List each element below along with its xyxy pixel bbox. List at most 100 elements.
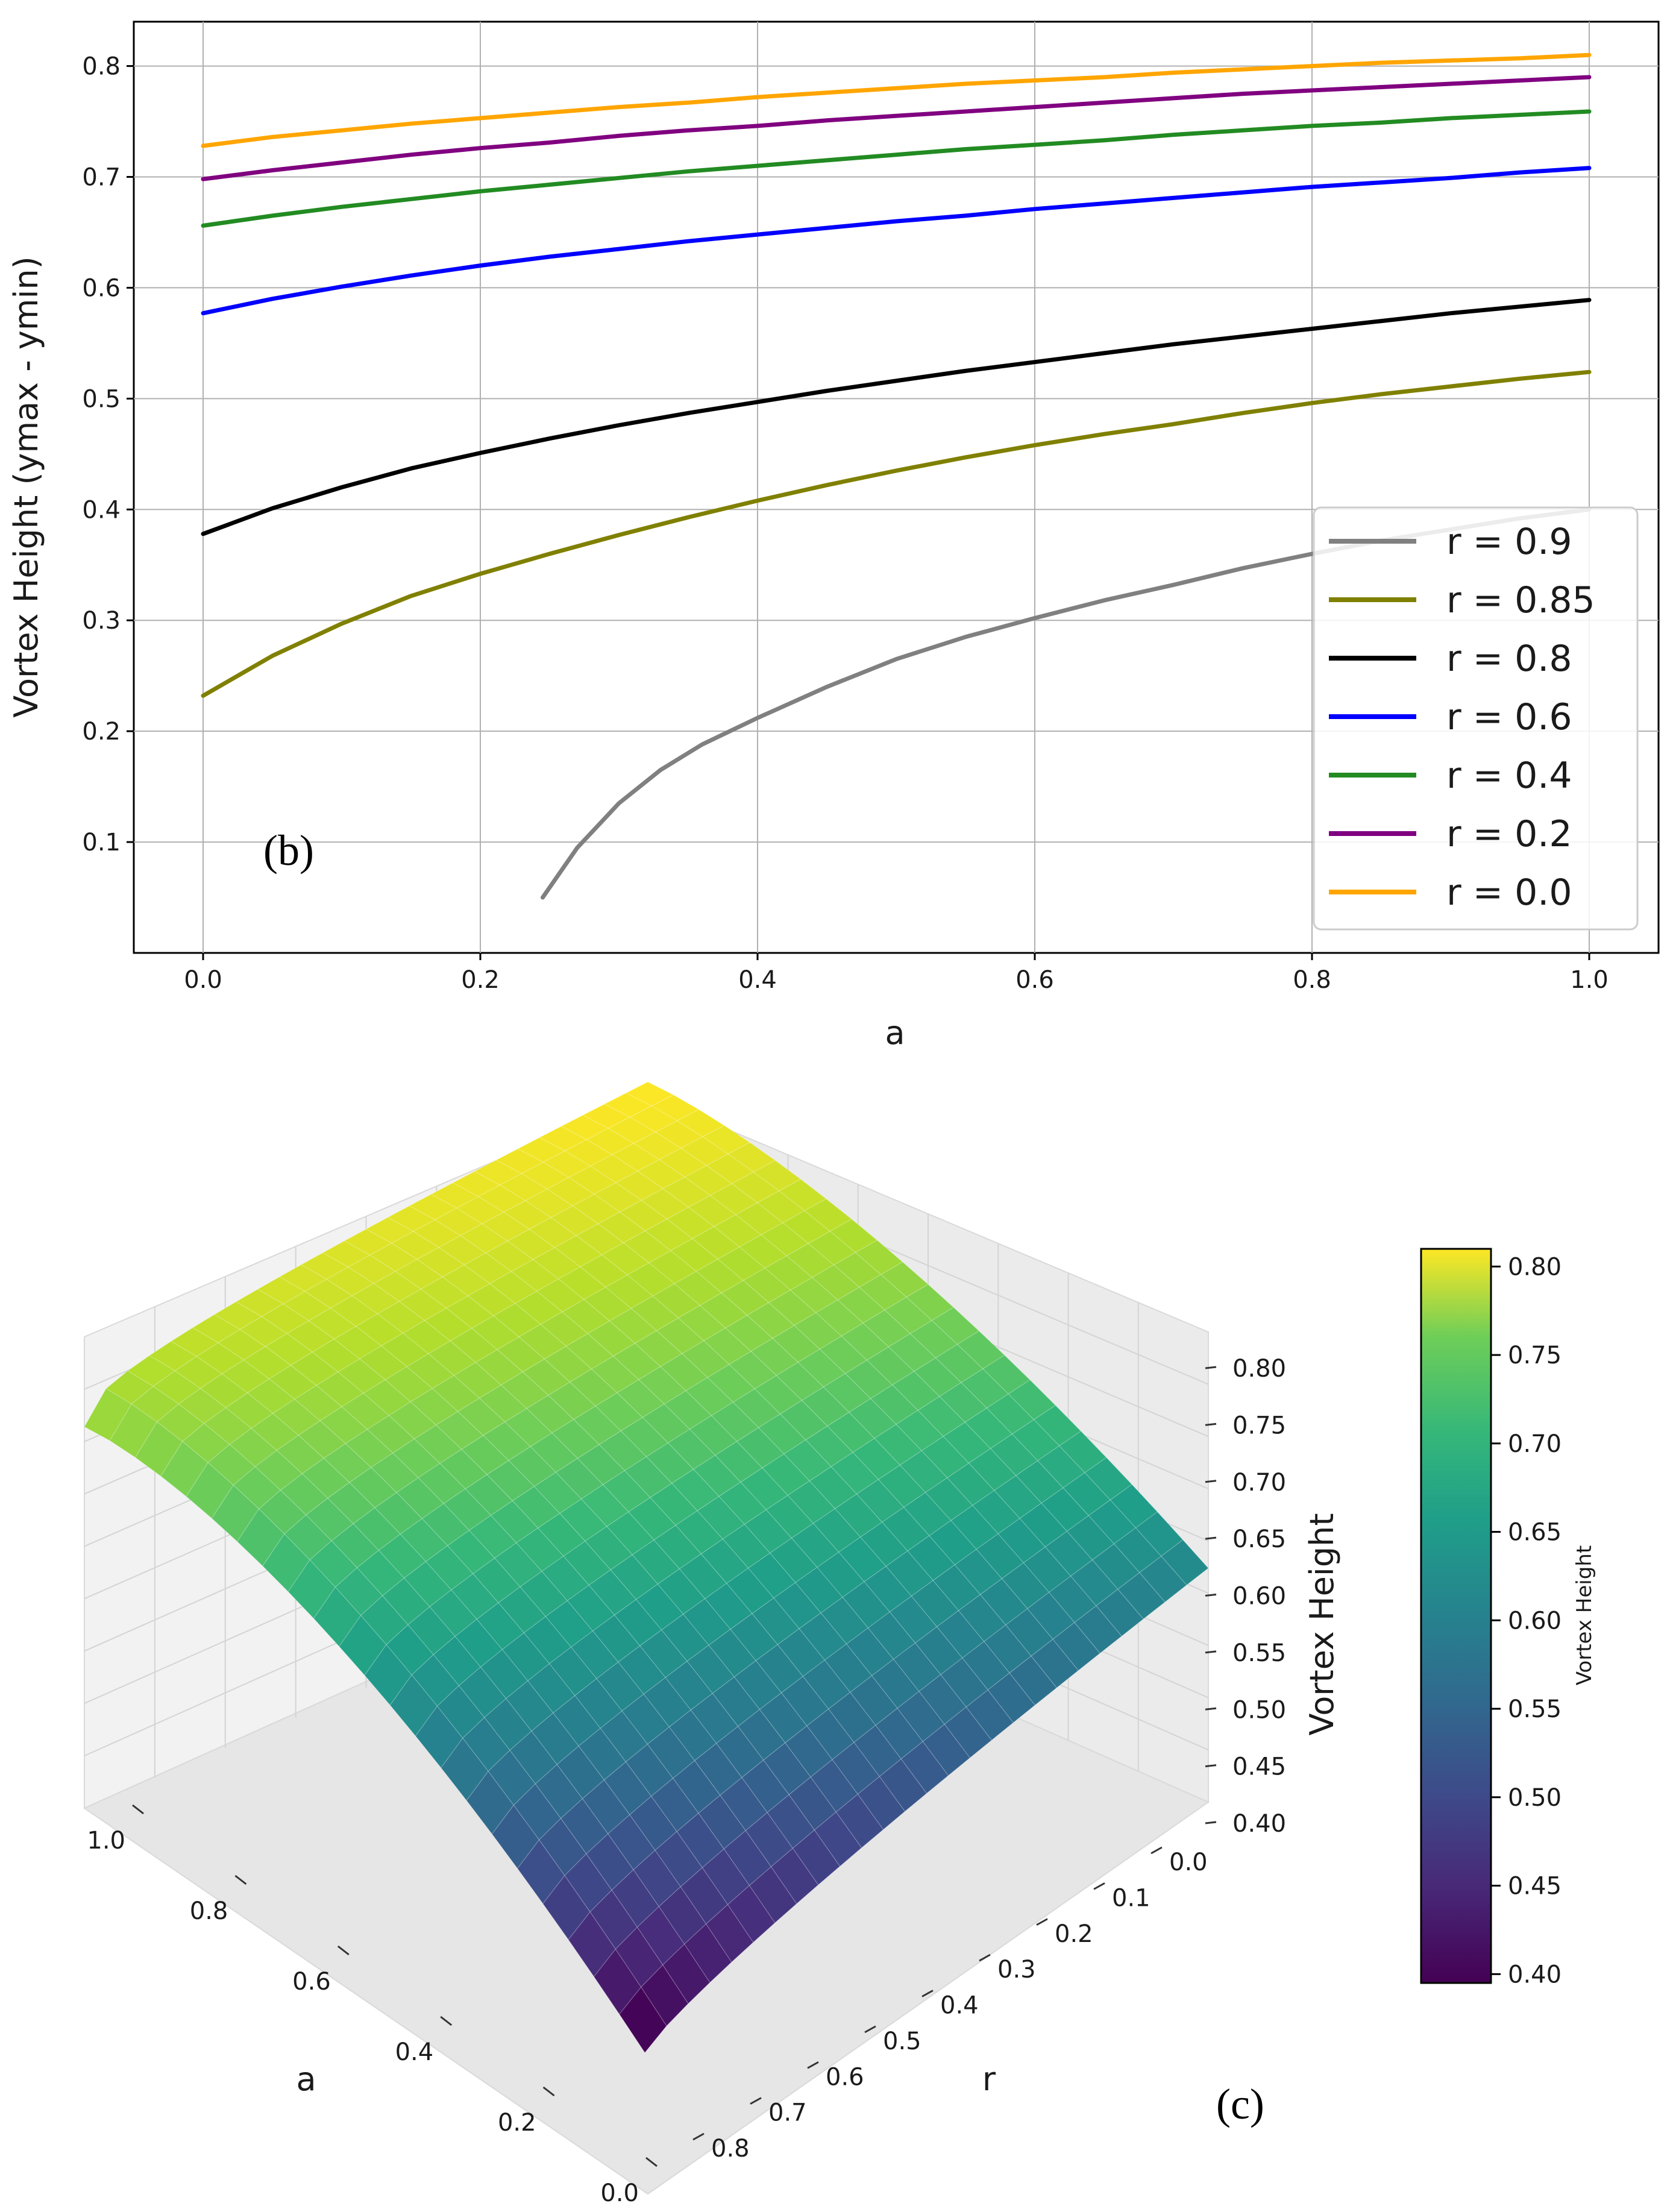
- legend-label: r = 0.6: [1446, 696, 1572, 738]
- r-tick-mark: [750, 2097, 762, 2105]
- colorbar-tick-label: 0.40: [1508, 1961, 1562, 1988]
- z-tick-mark: [1205, 1764, 1217, 1768]
- r-tick-label: 0.0: [1169, 1849, 1208, 1876]
- r-axis-label: r: [982, 2060, 996, 2098]
- series-line: [201, 298, 1592, 536]
- z-tick-label: 0.55: [1232, 1639, 1286, 1667]
- colorbar-tick-label: 0.50: [1508, 1784, 1562, 1812]
- a-tick-label: 0.0: [600, 2179, 639, 2207]
- surface-patch: [705, 1904, 754, 1963]
- y-tick-label: 0.5: [82, 385, 121, 413]
- r-tick-label: 0.1: [1112, 1884, 1150, 1912]
- colorbar-label: Vortex Height: [1572, 1545, 1596, 1685]
- line-chart-b: 0.0 0.2 0.4 0.6 0.8 1.0 0.1 0.2 0.3 0.4 0.5 0.6 0.7 0…: [7, 20, 1660, 1052]
- x-tick-label: 0.0: [184, 966, 222, 994]
- y-tick-label: 0.7: [82, 164, 121, 192]
- z-tick-mark: [1205, 1480, 1217, 1483]
- z-tick-label: 0.75: [1232, 1412, 1286, 1439]
- surface-patch: [641, 1964, 689, 2027]
- colorbar-tick-label: 0.60: [1508, 1607, 1562, 1635]
- colorbar-ticks: 0.40 0.45 0.50 0.55 0.60 0.65 0.70 0.75 0.80: [1491, 1253, 1562, 1988]
- legend-label: r = 0.2: [1446, 813, 1572, 855]
- surface-patch: [683, 1923, 732, 1984]
- z-tick-label: 0.60: [1232, 1583, 1286, 1610]
- r-tick-label: 0.2: [1055, 1920, 1093, 1948]
- surface-patch: [662, 1943, 711, 2005]
- colorbar-tick-label: 0.80: [1508, 1253, 1562, 1281]
- x-axis-label: a: [885, 1014, 905, 1052]
- surface-patch: [965, 1689, 1014, 1741]
- a-axis-label: a: [296, 2060, 316, 2098]
- z-tick-label: 0.80: [1232, 1355, 1286, 1383]
- surface-patch: [792, 1829, 841, 1886]
- z-tick-mark: [1205, 1594, 1217, 1597]
- 3d-axis-ticks: 0.00.20.40.60.81.00.00.10.20.30.40.50.60…: [87, 1355, 1286, 2207]
- a-tick-label: 0.4: [395, 2038, 434, 2066]
- legend-label: r = 0.0: [1446, 872, 1572, 914]
- vortex-height-surface: [84, 1081, 1209, 2053]
- surface-chart-c: 0.00.20.40.60.81.00.00.10.20.30.40.50.60…: [83, 1081, 1596, 2207]
- colorbar-tick-label: 0.55: [1508, 1695, 1562, 1723]
- r-tick-label: 0.5: [883, 2028, 921, 2055]
- x-tick-label: 1.0: [1570, 966, 1609, 994]
- colorbar: [1420, 1248, 1492, 1984]
- z-tick-mark: [1205, 1536, 1217, 1540]
- r-tick-label: 0.6: [826, 2063, 864, 2091]
- panel-label-b: (b): [263, 826, 314, 875]
- r-tick-mark: [1093, 1882, 1105, 1890]
- a-tick-mark: [645, 2157, 658, 2167]
- legend-label: r = 0.8: [1446, 638, 1572, 680]
- x-tick-label: 0.2: [461, 966, 500, 994]
- series-line: [201, 75, 1592, 181]
- a-tick-mark: [132, 1804, 144, 1815]
- panel-label-c: (c): [1216, 2080, 1264, 2128]
- z-tick-label: 0.70: [1232, 1469, 1286, 1497]
- r-tick-label: 0.4: [940, 1992, 979, 2020]
- legend-label: r = 0.9: [1446, 521, 1572, 563]
- surface-patch: [1009, 1656, 1058, 1706]
- y-tick-label: 0.8: [82, 53, 121, 81]
- surface-patch: [922, 1724, 971, 1776]
- a-tick-mark: [542, 2086, 555, 2097]
- r-tick-mark: [921, 1990, 934, 1997]
- y-tick-label: 0.3: [82, 607, 121, 635]
- colorbar-tick-label: 0.75: [1508, 1342, 1562, 1369]
- a-tick-label: 0.8: [190, 1897, 228, 1925]
- colorbar-tick-label: 0.70: [1508, 1430, 1562, 1458]
- a-tick-label: 0.6: [292, 1968, 331, 1996]
- r-tick-mark: [864, 2025, 876, 2034]
- legend-label: r = 0.4: [1446, 755, 1572, 797]
- y-axis-label: Vortex Height (ymax - ymin): [7, 256, 45, 718]
- r-tick-mark: [1036, 1918, 1048, 1926]
- series-line: [201, 52, 1592, 148]
- a-tick-mark: [234, 1874, 247, 1885]
- z-tick-mark: [1205, 1707, 1217, 1711]
- surface-patch: [1139, 1556, 1187, 1603]
- surface-patch: [857, 1776, 906, 1830]
- a-tick-mark: [440, 2016, 453, 2026]
- z-tick-mark: [1205, 1821, 1217, 1824]
- z-tick-mark: [1205, 1650, 1217, 1654]
- r-tick-mark: [692, 2132, 705, 2141]
- colorbar-tick-label: 0.45: [1508, 1873, 1562, 1900]
- surface-patch: [944, 1706, 993, 1759]
- r-tick-label: 0.8: [711, 2135, 750, 2163]
- series-line: [201, 369, 1592, 698]
- series-line: [201, 166, 1592, 316]
- x-tick-label: 0.4: [738, 966, 777, 994]
- r-tick-label: 0.3: [997, 1956, 1036, 1984]
- z-tick-label: 0.45: [1232, 1753, 1286, 1781]
- a-tick-label: 1.0: [87, 1827, 125, 1855]
- z-tick-mark: [1205, 1366, 1217, 1369]
- legend: r = 0.9 r = 0.85 r = 0.8 r = 0.6 r = 0.4 r = …: [1313, 506, 1639, 931]
- z-tick-label: 0.50: [1232, 1696, 1286, 1724]
- z-tick-label: 0.65: [1232, 1525, 1286, 1553]
- z-tick-label: 0.40: [1232, 1810, 1286, 1838]
- z-tick-mark: [1205, 1422, 1217, 1426]
- x-tick-label: 0.8: [1293, 966, 1331, 994]
- r-tick-mark: [1150, 1846, 1163, 1855]
- r-tick-label: 0.7: [768, 2099, 807, 2127]
- surface-patch: [879, 1758, 928, 1812]
- y-tick-label: 0.1: [82, 829, 121, 856]
